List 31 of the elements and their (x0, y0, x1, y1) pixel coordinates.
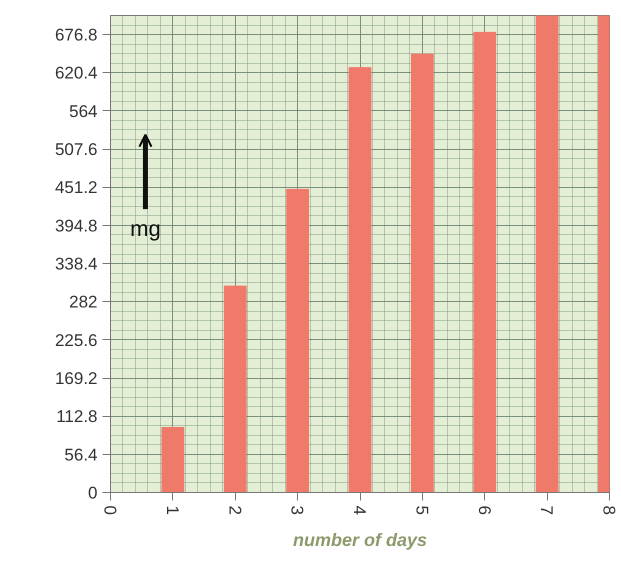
y-tick-label: 338.4 (54, 254, 98, 274)
y-tick-label: 169.2 (54, 369, 98, 388)
x-tick-label: 1 (162, 506, 182, 515)
x-tick-label: 5 (412, 506, 432, 515)
bar (161, 427, 184, 492)
x-tick-label: 0 (100, 506, 120, 515)
x-tick-label: 4 (350, 506, 369, 515)
bar (348, 67, 372, 492)
bar (473, 32, 496, 492)
y-tick-label: 620.4 (54, 64, 98, 83)
y-tick-label: 451.2 (54, 178, 98, 198)
y-tick-label: 0 (88, 484, 98, 502)
x-tick-label: 8 (600, 506, 618, 515)
y-tick-label: 225.6 (54, 330, 98, 350)
y-tick-label: 56.4 (64, 445, 98, 464)
x-tick-label: 6 (474, 506, 494, 515)
y-tick-label: 564 (69, 102, 98, 121)
y-tick-label: 676.8 (54, 26, 98, 45)
y-tick-label: 394.8 (54, 216, 98, 236)
y-tick-label: 282 (69, 292, 98, 312)
y-tick-label: 507.6 (54, 140, 98, 160)
bar (536, 16, 559, 492)
x-tick-label: 2 (225, 506, 244, 515)
y-tick-label: 112.8 (56, 407, 98, 426)
x-tick-label: 3 (288, 506, 307, 515)
bar (224, 286, 247, 492)
x-tick-label: 7 (537, 506, 556, 515)
bar (286, 188, 310, 492)
bar (410, 54, 434, 492)
x-axis-title: number of days (292, 530, 428, 550)
y-axis-title: mg (130, 216, 161, 241)
